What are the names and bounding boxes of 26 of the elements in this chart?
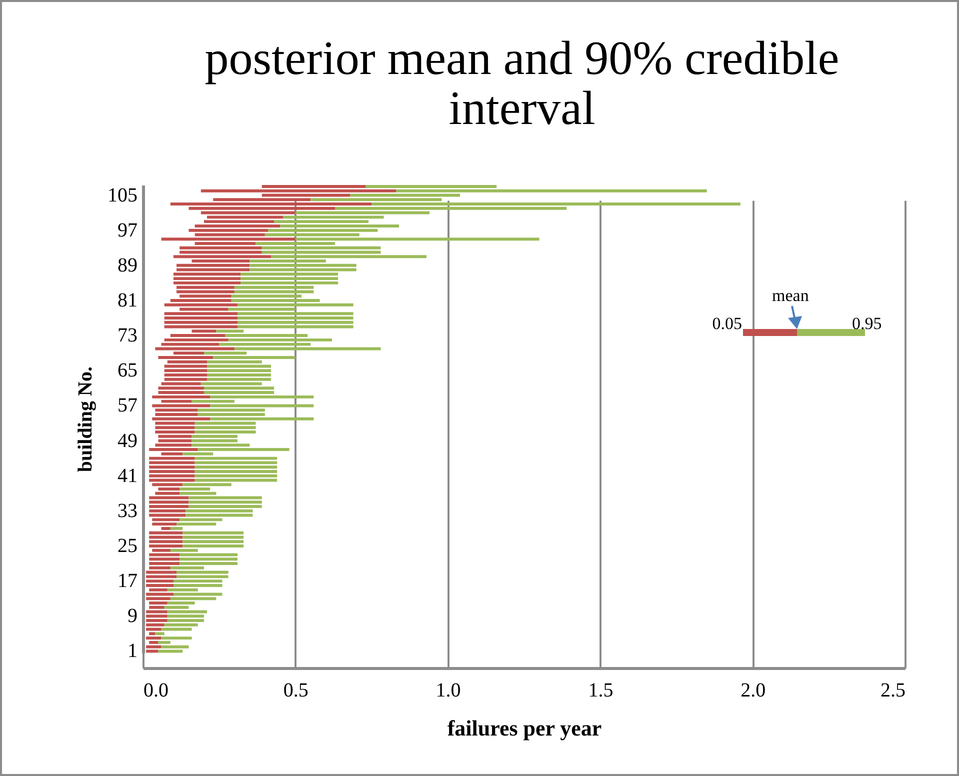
- y-tick-label: 1: [128, 640, 138, 662]
- x-axis-title: failures per year: [447, 716, 602, 740]
- y-tick-label: 9: [128, 605, 138, 628]
- x-tick-label: 2.5: [880, 680, 906, 702]
- y-tick-label: 97: [118, 219, 138, 242]
- chart-title: posterior mean and 90% credible interval: [204, 32, 840, 135]
- y-tick-label: 49: [118, 430, 138, 452]
- annotation: 0.05: [712, 314, 742, 334]
- y-tick-label: 41: [118, 464, 138, 487]
- y-tick-label: 33: [118, 500, 138, 522]
- x-tick-label: 1.0: [436, 680, 461, 702]
- y-tick-label: 89: [118, 254, 138, 276]
- x-tick-label: 0.5: [283, 680, 308, 702]
- x-tick-label: 2.0: [740, 680, 766, 702]
- y-tick-label: 57: [118, 394, 138, 417]
- y-tick-label: 17: [118, 570, 138, 592]
- y-tick-label: 105: [108, 184, 138, 206]
- annotation: mean: [772, 286, 809, 306]
- y-tick-label: 73: [118, 324, 138, 347]
- x-tick-label: 1.5: [588, 680, 614, 702]
- y-tick-label: 65: [118, 360, 138, 382]
- annotation: 0.95: [852, 314, 882, 334]
- x-tick-label: 0.0: [144, 680, 168, 702]
- y-axis-title: building No.: [74, 366, 96, 472]
- y-tick-label: 81: [118, 289, 138, 312]
- y-tick-label: 25: [118, 534, 138, 557]
